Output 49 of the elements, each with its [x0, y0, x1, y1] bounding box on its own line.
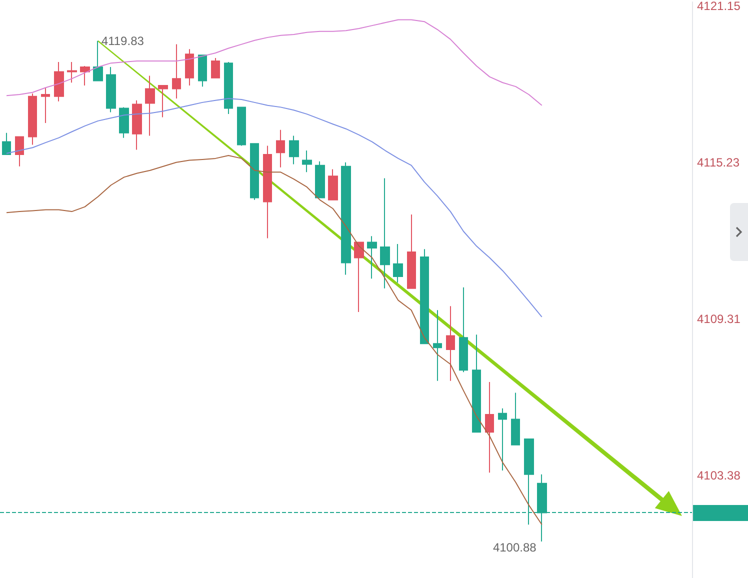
candlestick	[459, 286, 468, 373]
candlestick	[420, 248, 429, 344]
candlestick	[93, 40, 103, 82]
line-series	[6, 98, 542, 318]
candlestick	[185, 48, 194, 86]
candlestick	[28, 92, 37, 146]
candlestick	[354, 242, 364, 312]
annotation: 4119.83	[101, 34, 144, 48]
candlestick	[2, 132, 11, 155]
candlestick	[80, 65, 90, 86]
candlestick	[145, 75, 155, 136]
candlestick	[433, 310, 442, 382]
candlestick	[472, 334, 481, 433]
candlestick	[446, 306, 455, 382]
candlestick	[263, 145, 272, 239]
line-series	[6, 19, 542, 106]
candlestick	[380, 178, 390, 289]
annotation: 4100.88	[492, 540, 537, 555]
candlestick	[106, 66, 116, 113]
candlestick	[276, 129, 285, 168]
candlestick	[237, 106, 246, 146]
candlestick	[393, 244, 403, 284]
candlestick	[485, 381, 494, 474]
candlestick	[224, 62, 233, 115]
candlestick	[198, 54, 207, 88]
candlestick	[54, 62, 64, 102]
y-tick-label: 4121.15	[697, 0, 741, 13]
candlestick	[211, 58, 220, 78]
candlestick	[132, 100, 142, 150]
candlestick	[511, 392, 520, 446]
candlestick	[250, 143, 259, 200]
candlestick	[498, 408, 507, 471]
candlestick	[407, 214, 416, 289]
y-tick-label: 4115.23	[697, 155, 740, 170]
candlestick	[41, 87, 50, 124]
candlestick	[341, 162, 351, 276]
candlestick	[15, 136, 24, 167]
candlestick	[315, 160, 325, 198]
candlestick	[328, 168, 338, 200]
y-tick-label: 4103.38	[697, 468, 741, 482]
candlestick	[289, 135, 299, 165]
y-tick-label: 4109.31	[697, 312, 741, 326]
candlestick	[302, 150, 312, 173]
candlestick	[172, 44, 181, 99]
candlestick	[67, 62, 77, 84]
candlestick	[119, 106, 129, 138]
candlestick	[367, 236, 377, 280]
line-series	[6, 155, 542, 526]
candlestick	[158, 85, 168, 118]
